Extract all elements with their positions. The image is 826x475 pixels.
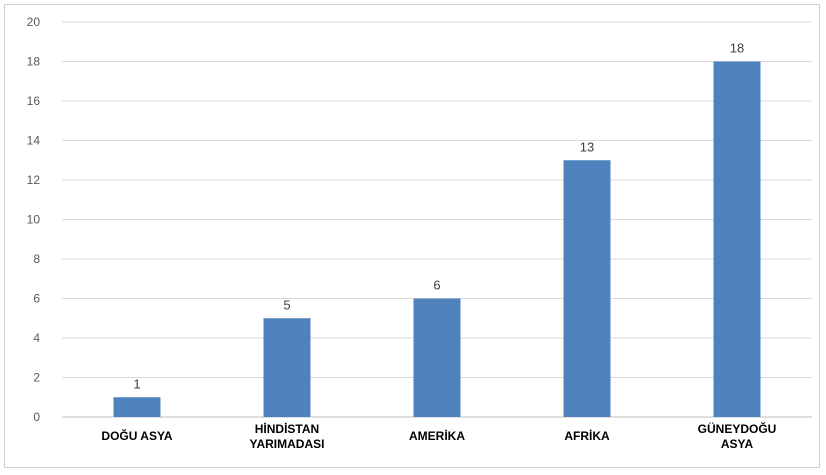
y-tick-label-8: 8 [33,252,40,266]
category-label-line: AFRİKA [564,428,610,443]
y-tick-label-2: 2 [33,371,40,385]
category-label-3: AFRİKA [564,428,610,443]
data-label-0: 1 [133,376,140,391]
chart-frame [4,4,820,468]
y-tick-label-18: 18 [27,55,41,69]
category-label-0: DOĞU ASYA [101,428,172,443]
category-label-line: DOĞU ASYA [101,428,172,443]
y-tick-label-0: 0 [33,410,40,424]
data-label-3: 13 [580,139,594,154]
y-tick-label-6: 6 [33,292,40,306]
bar-3 [563,160,611,417]
bar-2 [413,298,461,417]
y-tick-label-10: 10 [27,213,41,227]
bar-1 [263,318,311,417]
data-label-4: 18 [730,41,744,56]
category-label-2: AMERİKA [409,428,465,443]
category-label-1: HİNDİSTAN YARIMADASI [250,421,325,451]
bar-4 [713,61,761,417]
category-label-line: AMERİKA [409,428,465,443]
y-tick-label-20: 20 [27,15,41,29]
category-label-line: YARIMADASI [250,437,325,451]
bar-0 [113,397,161,417]
data-label-2: 6 [433,278,440,293]
category-label-line: ASYA [721,437,754,451]
y-tick-label-4: 4 [33,331,40,345]
category-label-4: GÜNEYDOĞU ASYA [698,421,777,451]
y-tick-label-14: 14 [27,134,41,148]
data-label-1: 5 [283,297,290,312]
y-tick-label-12: 12 [27,173,41,187]
y-tick-label-16: 16 [27,94,41,108]
category-label-line: HİNDİSTAN [255,421,319,436]
category-label-line: GÜNEYDOĞU [698,421,777,436]
